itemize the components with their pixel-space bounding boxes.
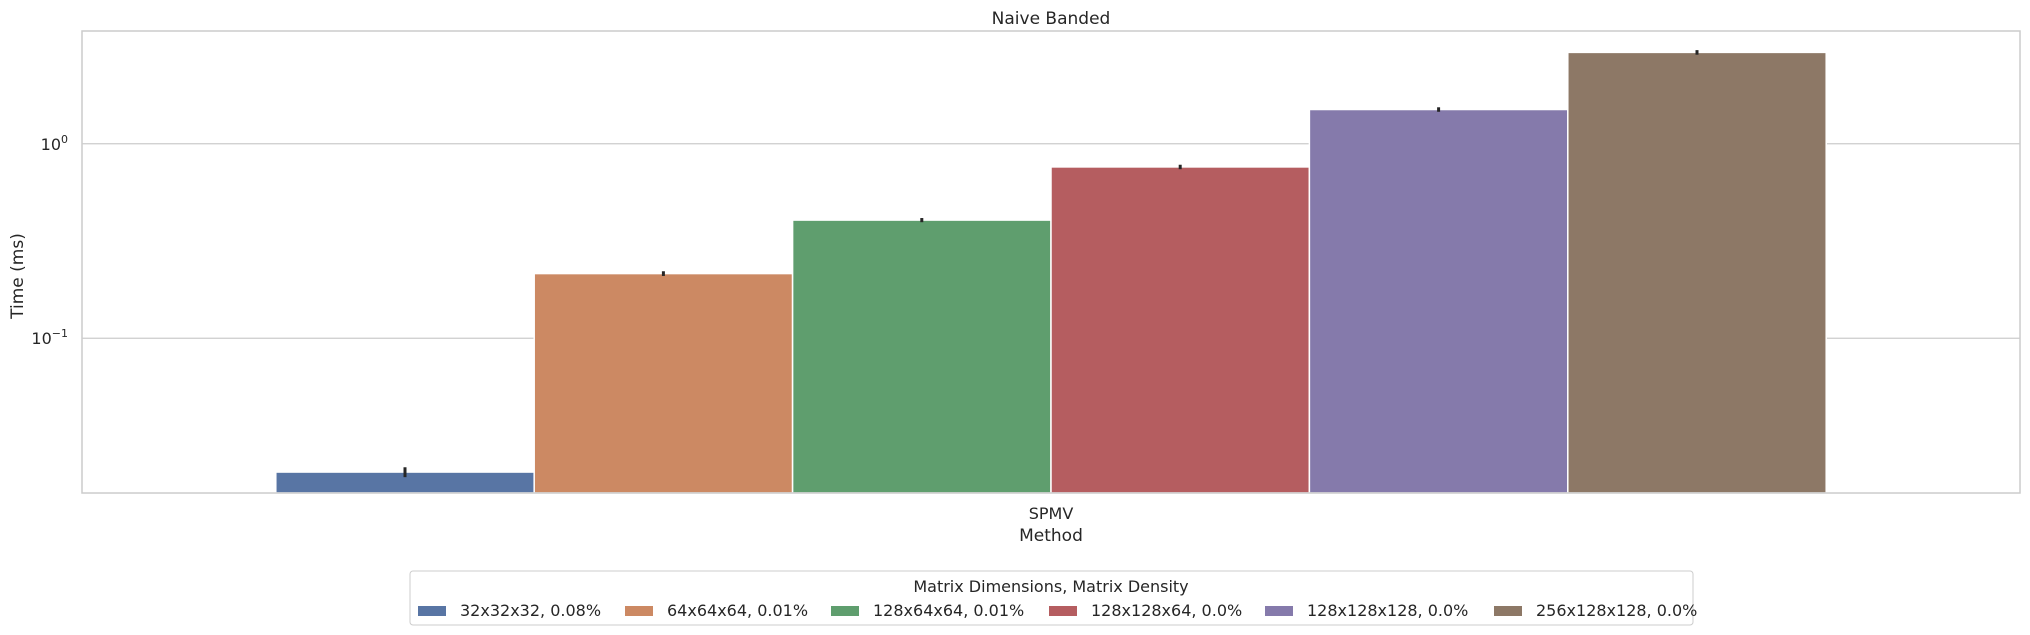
legend-label: 256x128x128, 0.0% xyxy=(1536,601,1697,620)
x-axis-ticks: SPMV xyxy=(1029,504,1074,523)
y-tick-label: 10−1 xyxy=(31,327,68,348)
bar xyxy=(533,272,794,494)
chart-title: Naive Banded xyxy=(992,9,1111,29)
plot-frame xyxy=(81,30,2021,494)
y-tick-base: 10 xyxy=(31,329,51,348)
legend-label: 64x64x64, 0.01% xyxy=(667,601,808,620)
legend-items: 32x32x32, 0.08% 64x64x64, 0.01% 128x64x64,… xyxy=(418,601,1697,620)
y-axis-label: Time (ms) xyxy=(8,233,28,320)
bar xyxy=(1567,51,1827,494)
bar xyxy=(791,219,1052,494)
y-tick-base: 10 xyxy=(41,135,61,154)
legend-box xyxy=(409,570,1694,626)
legend-swatch xyxy=(625,606,653,616)
bar xyxy=(1050,166,1311,494)
legend-swatch xyxy=(1494,606,1522,616)
legend-title: Matrix Dimensions, Matrix Density xyxy=(913,577,1188,596)
legend-label: 128x128x128, 0.0% xyxy=(1307,601,1468,620)
legend-swatch xyxy=(1265,606,1293,616)
y-tick-exponent: 0 xyxy=(61,133,68,146)
y-tick-exponent: −1 xyxy=(52,327,68,340)
bars xyxy=(275,50,1827,494)
legend-label: 128x64x64, 0.01% xyxy=(873,601,1024,620)
legend-swatch xyxy=(1049,606,1077,616)
x-axis-label: Method xyxy=(1019,526,1083,546)
legend-label: 32x32x32, 0.08% xyxy=(460,601,601,620)
y-tick-label: 100 xyxy=(41,133,68,154)
bar xyxy=(1308,108,1569,494)
legend-label: 128x128x64, 0.0% xyxy=(1091,601,1242,620)
legend-swatch xyxy=(831,606,859,616)
x-tick-label: SPMV xyxy=(1029,504,1074,523)
legend-swatch xyxy=(418,606,446,616)
legend: Matrix Dimensions, Matrix Density 32x32x… xyxy=(409,570,1697,626)
